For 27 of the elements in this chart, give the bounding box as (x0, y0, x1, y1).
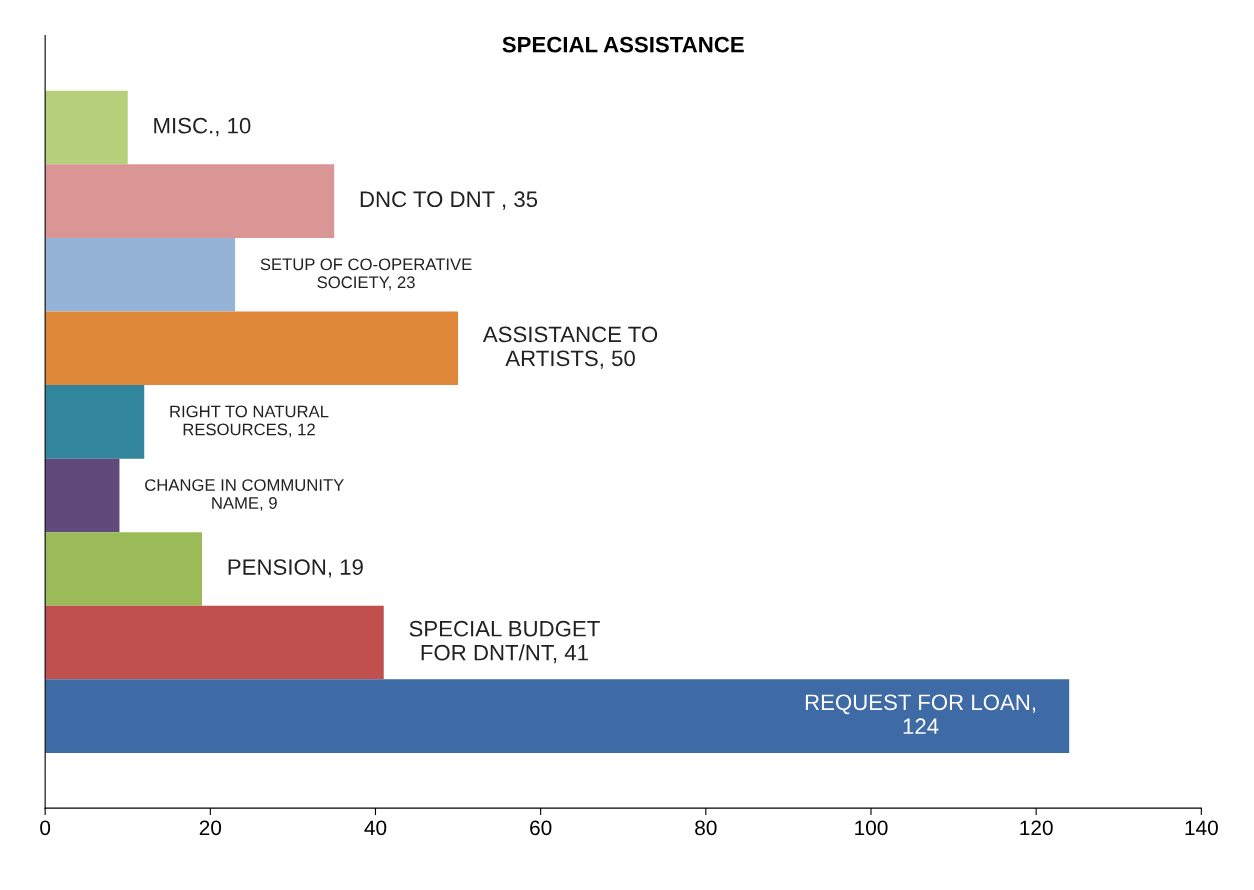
data-label: REQUEST FOR LOAN, 124 (805, 694, 1036, 734)
x-tick-label: 40 (364, 820, 387, 836)
bar (45, 311, 459, 386)
chart-title: SPECIAL ASSISTANCE (502, 36, 744, 53)
x-tick-label: 100 (855, 820, 888, 836)
bar (45, 90, 128, 165)
bar (45, 679, 1070, 753)
bar (45, 605, 384, 680)
bar (45, 385, 145, 459)
data-label: SETUP OF CO-OPERATIVE SOCIETY, 23 (260, 258, 472, 291)
bar (45, 532, 203, 606)
data-label: DNC TO DNT , 35 (360, 191, 538, 210)
data-label: MISC., 10 (154, 117, 251, 137)
x-tick-label: 60 (530, 820, 552, 836)
x-tick-label: 80 (695, 820, 717, 836)
data-label: RIGHT TO NATURAL RESOURCES, 12 (170, 405, 329, 438)
data-label: PENSION, 19 (228, 559, 363, 578)
bar (45, 458, 120, 533)
x-tick-label: 0 (40, 820, 51, 836)
data-label: ASSISTANCE TO ARTISTS, 50 (482, 326, 658, 369)
x-tick-label: 20 (199, 820, 222, 836)
x-tick-label: 120 (1020, 820, 1053, 836)
data-label: SPECIAL BUDGET FOR DNT/NT, 41 (409, 620, 600, 664)
bar (45, 164, 335, 238)
x-tick-label: 140 (1185, 820, 1218, 836)
data-label: CHANGE IN COMMUNITY NAME, 9 (145, 479, 344, 511)
bar (45, 237, 236, 312)
